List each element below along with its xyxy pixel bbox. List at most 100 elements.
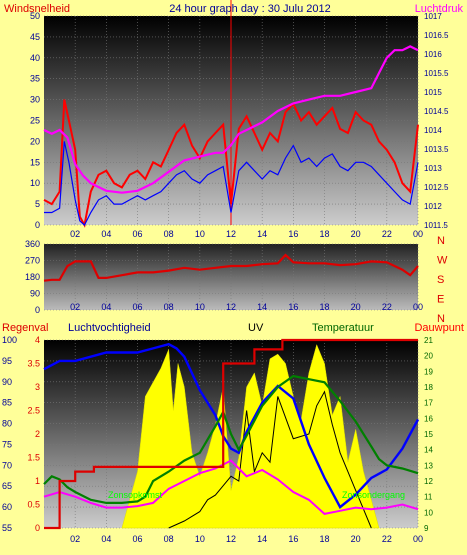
rain-tick-label: 3	[35, 382, 40, 392]
x-tick-label: 16	[288, 229, 298, 239]
y-left-tick-label: 45	[30, 32, 40, 42]
y-right-tick-label: 1014.5	[424, 107, 449, 116]
x-tick-label: 06	[132, 534, 142, 544]
y-left-tick-label: 25	[30, 116, 40, 126]
x-tick-label: 08	[164, 534, 174, 544]
y-right-tick-label: 1011.5	[424, 221, 448, 230]
temperature-tick-label: 19	[424, 367, 433, 376]
y-right-tick-label: 1012.5	[424, 183, 449, 192]
y-left-tick-label: 0	[35, 220, 40, 230]
humidity-line	[43, 342, 420, 509]
humidity-tick-label: 90	[2, 377, 12, 387]
rain-label: Regenval	[2, 322, 48, 334]
wind-pressure-panel: 051015202530354045501011.510121012.51013…	[30, 0, 449, 239]
y-left-tick-label: 360	[25, 239, 40, 249]
y-right-tick-label: 1013.5	[424, 145, 449, 154]
y-right-tick-label: 1016	[424, 50, 442, 59]
y-left-tick-label: 15	[30, 157, 40, 167]
sunset-annotation: Zonsondergang	[342, 490, 405, 500]
rain-tick-label: 0	[35, 523, 40, 533]
dewpoint-label: Dauwpunt	[414, 322, 464, 334]
compass-label: N	[437, 313, 445, 325]
x-tick-label: 04	[101, 302, 111, 312]
uv-label: UV	[248, 322, 264, 334]
compass-label: N	[437, 235, 445, 247]
y-right-tick-label: 1014	[424, 126, 442, 135]
x-tick-label: 04	[101, 534, 111, 544]
rain-tick-label: 2.5	[27, 406, 40, 416]
y-left-tick-label: 40	[30, 53, 40, 63]
temperature-tick-label: 13	[424, 461, 433, 470]
x-tick-label: 02	[70, 302, 80, 312]
humidity-tick-label: 80	[2, 419, 12, 429]
humidity-tick-label: 95	[2, 356, 12, 366]
temperature-tick-label: 9	[424, 524, 429, 533]
compass-label: S	[437, 274, 444, 286]
x-tick-label: 22	[382, 302, 392, 312]
y-left-tick-label: 270	[25, 256, 40, 266]
x-tick-label: 12	[226, 534, 236, 544]
x-tick-label: 10	[195, 229, 205, 239]
average-line	[44, 141, 419, 226]
rain-line	[44, 338, 418, 530]
x-tick-label: 00	[413, 534, 423, 544]
y-right-tick-label: 1015	[424, 88, 442, 97]
x-tick-label: 14	[257, 302, 267, 312]
y-left-tick-label: 35	[30, 74, 40, 84]
x-tick-label: 06	[132, 302, 142, 312]
y-left-tick-label: 0	[35, 305, 40, 315]
humidity-tick-label: 75	[2, 439, 12, 449]
x-tick-label: 14	[257, 534, 267, 544]
x-tick-label: 18	[319, 302, 329, 312]
temperature-label: Temperatuur	[312, 322, 374, 334]
compass-label: W	[437, 255, 448, 267]
humidity-label: Luchtvochtigheid	[68, 322, 151, 334]
x-tick-label: 16	[288, 302, 298, 312]
x-tick-label: 10	[195, 302, 205, 312]
x-tick-label: 00	[413, 229, 423, 239]
x-tick-label: 20	[351, 302, 361, 312]
x-tick-label: 18	[319, 229, 329, 239]
x-tick-label: 22	[382, 229, 392, 239]
x-tick-label: 10	[195, 534, 205, 544]
x-tick-label: 20	[351, 534, 361, 544]
x-tick-label: 12	[226, 302, 236, 312]
rain-tick-label: 1	[35, 476, 40, 486]
humidity-tick-label: 85	[2, 398, 12, 408]
dewpoint-line	[43, 459, 419, 515]
humidity-tick-label: 55	[2, 523, 12, 533]
x-tick-label: 02	[70, 534, 80, 544]
humidity-tick-label: 60	[2, 502, 12, 512]
x-tick-label: 02	[70, 229, 80, 239]
y-right-tick-label: 1017	[424, 12, 442, 21]
y-left-tick-label: 90	[30, 289, 40, 299]
x-tick-label: 16	[288, 534, 298, 544]
rain-tick-label: 1.5	[27, 453, 40, 463]
rain-tick-label: 4	[35, 335, 40, 345]
direction-line	[43, 253, 419, 282]
x-tick-label: 20	[351, 229, 361, 239]
x-tick-label: 08	[164, 302, 174, 312]
y-right-tick-label: 1016.5	[424, 31, 449, 40]
x-tick-label: 06	[132, 229, 142, 239]
humidity-tick-label: 70	[2, 460, 12, 470]
y-right-tick-label: 1012	[424, 202, 442, 211]
x-tick-label: 18	[319, 534, 329, 544]
humidity-tick-label: 65	[2, 481, 12, 491]
x-tick-label: 04	[101, 229, 111, 239]
rain-tick-label: 3.5	[27, 359, 40, 369]
graph-title: 24 hour graph day : 30 Julu 2012	[169, 3, 330, 15]
humidity-tick-label: 100	[2, 335, 17, 345]
temperature-tick-label: 21	[424, 336, 433, 345]
uv-area	[121, 343, 380, 529]
solar-line	[168, 390, 372, 529]
temperature-tick-label: 10	[424, 508, 433, 517]
y-left-tick-label: 5	[35, 199, 40, 209]
rain-humidity-panel: 55606570758085909510000.511.522.533.5491…	[2, 335, 433, 544]
x-tick-label: 00	[413, 302, 423, 312]
temperature-tick-label: 20	[424, 352, 433, 361]
sunrise-annotation: Zonsopkomst	[108, 490, 163, 500]
temperature-tick-label: 11	[424, 493, 433, 502]
temperature-tick-label: 12	[424, 477, 433, 486]
y-left-tick-label: 180	[25, 272, 40, 282]
